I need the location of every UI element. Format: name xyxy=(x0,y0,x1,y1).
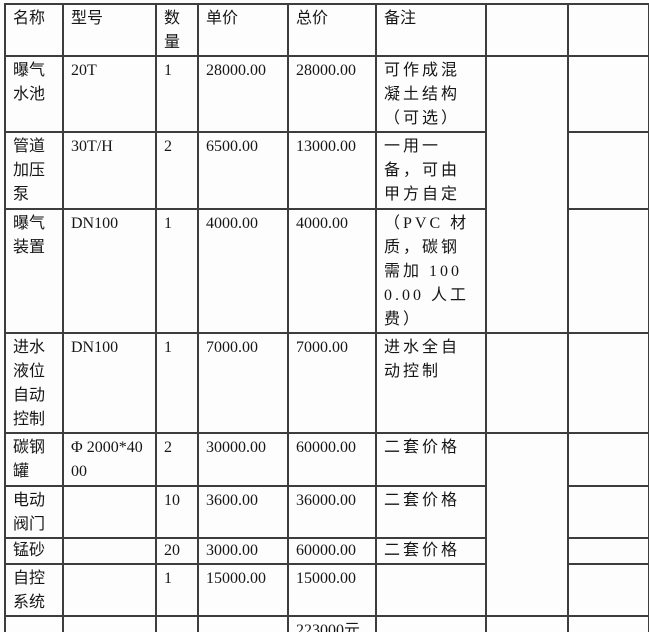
empty-cell-extra-1 xyxy=(485,332,569,434)
cell-model: Φ 2000*4000 xyxy=(62,432,157,487)
empty-cell-extra-1 xyxy=(485,432,569,617)
cell-unit-price: 6500.00 xyxy=(197,131,289,210)
cell-qty xyxy=(155,615,199,632)
header-qty: 数量 xyxy=(155,3,199,57)
cell-qty: 1 xyxy=(155,563,199,617)
cell-remark: 进水全自动控制 xyxy=(375,332,487,434)
cell-name: 电动阀门 xyxy=(4,485,64,539)
table-row: 自控系统 1 15000.00 15000.00 xyxy=(4,563,649,617)
empty-cell-extra-2 xyxy=(567,563,649,617)
cell-remark xyxy=(375,615,487,632)
cell-model: DN100 xyxy=(62,332,157,434)
header-model: 型号 xyxy=(62,3,157,57)
cell-remark xyxy=(375,563,487,617)
table-row: 曝气装置 DN100 1 4000.00 4000.00 （PVC 材质，碳钢需… xyxy=(4,208,649,334)
cell-total-price: 13000.00 xyxy=(287,131,377,210)
cell-qty: 1 xyxy=(155,55,199,133)
cell-model: 30T/H xyxy=(62,131,157,210)
header-remark: 备注 xyxy=(375,3,487,57)
cell-unit-price xyxy=(197,615,289,632)
cell-total-price: 60000.00 xyxy=(287,432,377,487)
empty-cell-extra-2 xyxy=(567,332,649,434)
cell-name xyxy=(4,615,64,632)
empty-cell-extra-2 xyxy=(567,485,649,539)
table-row: 曝气水池 20T 1 28000.00 28000.00 可作成混凝土结构（可选… xyxy=(4,55,649,334)
cell-qty: 1 xyxy=(155,208,199,334)
empty-cell-extra-1 xyxy=(485,615,569,632)
cell-name: 锰砂 xyxy=(4,537,64,565)
cell-model xyxy=(62,615,157,632)
cell-unit-price: 4000.00 xyxy=(197,208,289,334)
cell-qty: 2 xyxy=(155,432,199,487)
table-row: 管道加压泵 30T/H 2 6500.00 13000.00 一用一备，可由甲方… xyxy=(4,131,649,210)
cell-remark: 二套价格 xyxy=(375,485,487,539)
table-total-row: 223000元 xyxy=(4,615,649,632)
header-name: 名称 xyxy=(4,3,64,57)
cell-total-price: 60000.00 xyxy=(287,537,377,565)
cell-name: 自控系统 xyxy=(4,563,64,617)
cell-remark: （PVC 材质，碳钢需加 1000.00 人工费） xyxy=(375,208,487,334)
cell-remark: 一用一备，可由甲方自定 xyxy=(375,131,487,210)
cell-name: 管道加压泵 xyxy=(4,131,64,210)
header-unit-price: 单价 xyxy=(197,3,289,57)
empty-cell-extra-2 xyxy=(567,432,649,487)
empty-cell-extra-2 xyxy=(567,131,649,210)
empty-cell-extra-1 xyxy=(485,55,569,334)
cell-unit-price: 7000.00 xyxy=(197,332,289,434)
cell-total-price: 15000.00 xyxy=(287,563,377,617)
cell-unit-price: 30000.00 xyxy=(197,432,289,487)
cell-qty: 10 xyxy=(155,485,199,539)
cell-model: 20T xyxy=(62,55,157,133)
cell-name: 进水液位自动控制 xyxy=(4,332,64,434)
table-row: 进水液位自动控制 DN100 1 7000.00 7000.00 进水全自动控制 xyxy=(4,332,649,434)
cell-total-price: 28000.00 xyxy=(287,55,377,133)
table-row: 锰砂 20 3000.00 60000.00 二套价格 xyxy=(4,537,649,565)
header-extra-2 xyxy=(567,3,649,57)
cell-remark: 二套价格 xyxy=(375,432,487,487)
cell-name: 曝气水池 xyxy=(4,55,64,133)
table-row: 碳钢罐 Φ 2000*4000 2 30000.00 60000.00 二套价格 xyxy=(4,432,649,617)
cell-unit-price: 3600.00 xyxy=(197,485,289,539)
quotation-table: 名称 型号 数量 单价 总价 备注 曝气水池 20T 1 28000.00 28… xyxy=(4,3,649,632)
cell-unit-price: 28000.00 xyxy=(197,55,289,133)
header-total-price: 总价 xyxy=(287,3,377,57)
cell-total-price: 36000.00 xyxy=(287,485,377,539)
cell-qty: 1 xyxy=(155,332,199,434)
cell-grand-total: 223000元 xyxy=(287,615,377,632)
cell-name: 碳钢罐 xyxy=(4,432,64,487)
empty-cell-extra-2 xyxy=(567,537,649,565)
cell-model xyxy=(62,563,157,617)
cell-qty: 2 xyxy=(155,131,199,210)
cell-model: DN100 xyxy=(62,208,157,334)
cell-unit-price: 15000.00 xyxy=(197,563,289,617)
cell-model xyxy=(62,485,157,539)
table-header-row: 名称 型号 数量 单价 总价 备注 xyxy=(4,3,649,57)
empty-cell-extra-2 xyxy=(567,55,649,133)
table-row: 电动阀门 10 3600.00 36000.00 二套价格 xyxy=(4,485,649,539)
cell-qty: 20 xyxy=(155,537,199,565)
empty-cell-extra-2 xyxy=(567,208,649,334)
cell-unit-price: 3000.00 xyxy=(197,537,289,565)
cell-total-price: 7000.00 xyxy=(287,332,377,434)
cell-remark: 二套价格 xyxy=(375,537,487,565)
header-extra-1 xyxy=(485,3,569,57)
cell-name: 曝气装置 xyxy=(4,208,64,334)
empty-cell-extra-2 xyxy=(567,615,649,632)
cell-model xyxy=(62,537,157,565)
cell-total-price: 4000.00 xyxy=(287,208,377,334)
cell-remark: 可作成混凝土结构（可选） xyxy=(375,55,487,133)
